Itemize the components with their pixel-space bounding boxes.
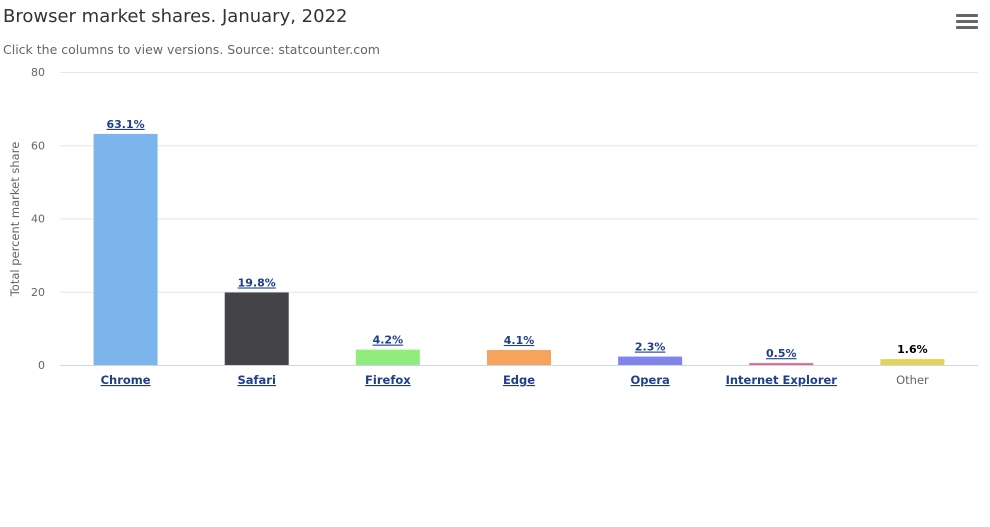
x-category-label[interactable]: Chrome	[101, 373, 151, 387]
x-category-label[interactable]: Internet Explorer	[726, 373, 838, 387]
data-labels: 63.1% 19.8% 4.2% 4.1% 2.3% 0.5% 1.6%	[106, 118, 927, 360]
bar-opera[interactable]	[618, 356, 683, 365]
bar-internet-explorer[interactable]	[749, 363, 814, 365]
y-tick-label: 80	[31, 66, 45, 79]
x-category-label[interactable]: Opera	[631, 373, 670, 387]
bar-other	[880, 359, 945, 365]
bar-series	[93, 133, 945, 365]
data-label: 1.6%	[897, 343, 928, 356]
y-tick-label: 20	[31, 286, 45, 299]
data-label[interactable]: 4.2%	[373, 334, 404, 347]
x-category-label[interactable]: Edge	[503, 373, 535, 387]
x-category-label[interactable]: Firefox	[365, 373, 411, 387]
data-label[interactable]: 2.3%	[635, 341, 666, 354]
chart-subtitle: Click the columns to view versions. Sour…	[3, 42, 380, 57]
x-category-label: Other	[896, 373, 929, 387]
y-axis-ticks: 0 20 40 60 80	[31, 66, 45, 372]
data-label[interactable]: 19.8%	[238, 276, 276, 289]
bar-firefox[interactable]	[355, 349, 420, 365]
y-tick-label: 60	[31, 139, 45, 152]
bar-safari[interactable]	[224, 292, 289, 365]
data-label[interactable]: 4.1%	[504, 334, 535, 347]
y-axis-label: Total percent market share	[8, 142, 22, 298]
data-label[interactable]: 63.1%	[106, 118, 144, 131]
x-axis-categories: Chrome Safari Firefox Edge Opera Internet Exp…	[101, 373, 929, 387]
data-label[interactable]: 0.5%	[766, 347, 797, 360]
bar-edge[interactable]	[487, 349, 551, 365]
bar-chrome[interactable]	[93, 133, 158, 365]
y-tick-label: 0	[38, 359, 45, 372]
grid-lines	[60, 72, 978, 293]
y-tick-label: 40	[31, 213, 45, 226]
chart-title: Browser market shares. January, 2022	[3, 6, 348, 27]
hamburger-menu-icon[interactable]	[956, 14, 978, 34]
x-category-label[interactable]: Safari	[238, 373, 276, 387]
